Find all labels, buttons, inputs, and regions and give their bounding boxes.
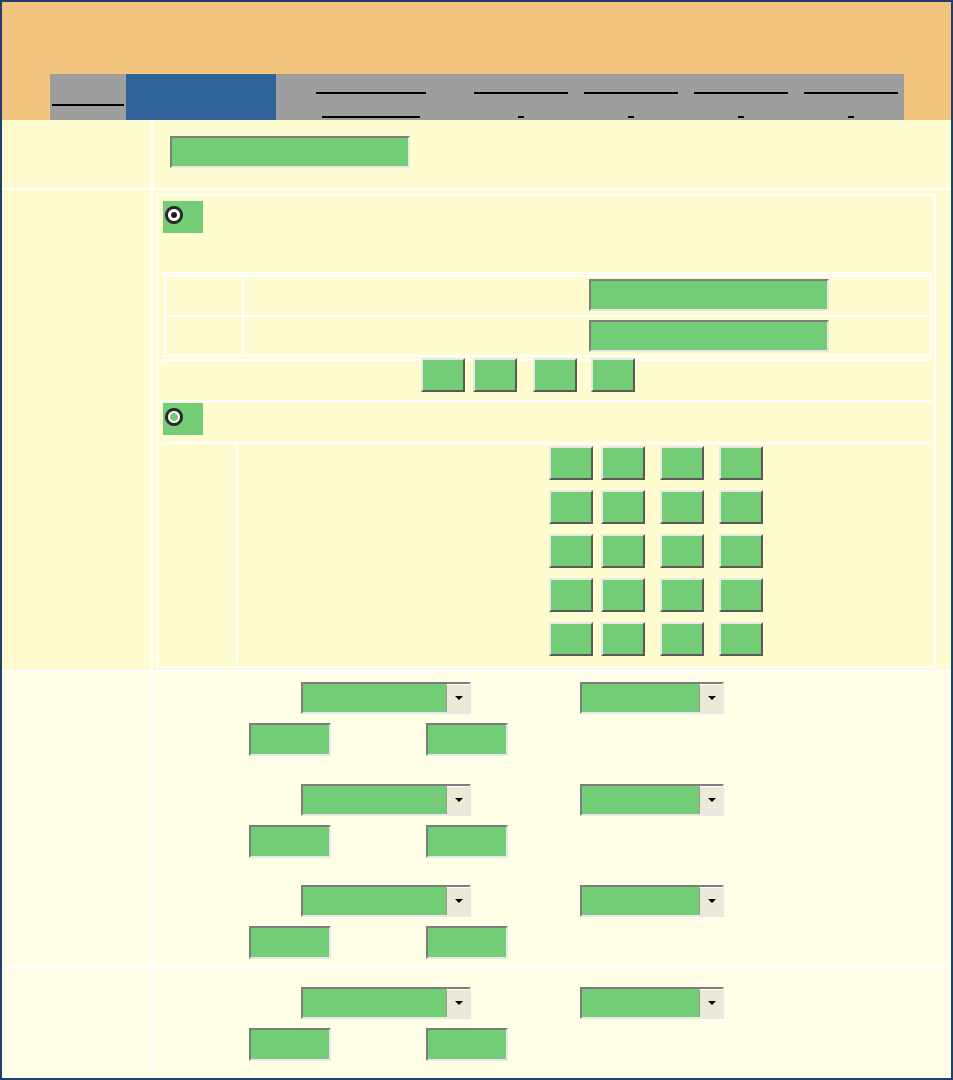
option-b-row-2-button-2[interactable] — [601, 490, 645, 524]
option-b-row-3-button-1[interactable] — [549, 534, 593, 568]
section-divider-1 — [2, 188, 951, 190]
option-b-row-4-button-3[interactable] — [660, 578, 704, 612]
tab-7-underline — [804, 92, 898, 94]
option-a-row-2 — [164, 315, 932, 357]
tab-6-mark — [738, 116, 744, 118]
tab-4[interactable] — [474, 74, 568, 120]
group-3-select-a[interactable] — [301, 885, 471, 917]
name-section-divider — [151, 120, 153, 188]
chevron-down-icon[interactable] — [699, 684, 722, 712]
tab-4-underline — [474, 92, 568, 94]
option-b-row-1-button-1[interactable] — [549, 446, 593, 480]
option-b-rows-col-divider — [236, 444, 238, 662]
option-b-row-2-button-1[interactable] — [549, 490, 593, 524]
option-b-row-3-button-4[interactable] — [719, 534, 763, 568]
option-a-row-2-input[interactable] — [589, 320, 829, 352]
option-a-row-1-input[interactable] — [589, 279, 829, 311]
group-1-select-b[interactable] — [580, 682, 724, 714]
option-b-row-4-button-1[interactable] — [549, 578, 593, 612]
option-b-row-5-button-3[interactable] — [660, 622, 704, 656]
tab-7-mark — [848, 116, 854, 118]
tab-7[interactable] — [804, 74, 898, 120]
name-input[interactable] — [170, 136, 410, 168]
option-b-rows-divider — [162, 442, 932, 444]
option-b-row-3-button-2[interactable] — [601, 534, 645, 568]
option-a-radio-wrap[interactable] — [163, 201, 203, 233]
option-b-radio-wrap[interactable] — [163, 403, 203, 435]
option-b-row-1-button-2[interactable] — [601, 446, 645, 480]
mode-options-box — [156, 194, 936, 668]
option-b-row-5-button-2[interactable] — [601, 622, 645, 656]
group-3-select-b[interactable] — [580, 885, 724, 917]
option-b-row-4-button-4[interactable] — [719, 578, 763, 612]
tab-1[interactable] — [50, 74, 126, 120]
option-b-row-3-button-3[interactable] — [660, 534, 704, 568]
group-4-select-a[interactable] — [301, 987, 471, 1019]
tab-bar — [2, 74, 951, 120]
group-2-select-b[interactable] — [580, 784, 724, 816]
group-1-field-b[interactable] — [426, 723, 508, 756]
option-b-row-5-button-4[interactable] — [719, 622, 763, 656]
tab-6-underline — [694, 92, 788, 94]
tab-3-underline-bottom — [322, 116, 420, 118]
option-a-button-3[interactable] — [533, 358, 577, 392]
group-4-select-b[interactable] — [580, 987, 724, 1019]
mode-section — [2, 190, 951, 670]
section-divider-2 — [2, 670, 951, 672]
section-divider-3 — [2, 966, 951, 968]
chevron-down-icon[interactable] — [699, 786, 722, 814]
tab-strip-rest — [276, 74, 904, 120]
group-1-select-a[interactable] — [301, 682, 471, 714]
page-header — [2, 2, 951, 74]
tab-3-underline-top — [316, 92, 426, 94]
chevron-down-icon[interactable] — [446, 684, 469, 712]
option-b-row-1-button-4[interactable] — [719, 446, 763, 480]
chevron-down-icon[interactable] — [446, 989, 469, 1017]
option-b-row-1-button-3[interactable] — [660, 446, 704, 480]
option-b-divider — [162, 400, 932, 402]
group-3-field-a[interactable] — [249, 926, 331, 959]
tab-5-underline — [584, 92, 678, 94]
group-4-field-a[interactable] — [249, 1028, 331, 1061]
option-b-row-5-button-1[interactable] — [549, 622, 593, 656]
group-2-select-a[interactable] — [301, 784, 471, 816]
option-b-radio[interactable] — [165, 408, 183, 426]
group-3-field-b[interactable] — [426, 926, 508, 959]
group-2-field-a[interactable] — [249, 825, 331, 858]
tab-1-underline — [52, 104, 124, 106]
option-a-button-4[interactable] — [591, 358, 635, 392]
tab-2[interactable] — [126, 74, 276, 120]
option-a-button-1[interactable] — [421, 358, 465, 392]
chevron-down-icon[interactable] — [446, 887, 469, 915]
option-a-divider — [162, 272, 932, 274]
mode-section-divider — [151, 190, 153, 670]
option-b-row-2-button-3[interactable] — [660, 490, 704, 524]
chevron-down-icon[interactable] — [446, 786, 469, 814]
chevron-down-icon[interactable] — [699, 887, 722, 915]
tab-4-mark — [518, 116, 524, 118]
name-section — [2, 120, 951, 188]
tab-5[interactable] — [584, 74, 678, 120]
option-b-row-4-button-2[interactable] — [601, 578, 645, 612]
tab-3[interactable] — [316, 74, 426, 120]
option-a-radio[interactable] — [165, 206, 183, 224]
tab-5-mark — [628, 116, 634, 118]
group-2-field-b[interactable] — [426, 825, 508, 858]
select-section-divider — [151, 672, 153, 1078]
chevron-down-icon[interactable] — [699, 989, 722, 1017]
option-b-row-2-button-4[interactable] — [719, 490, 763, 524]
tab-6[interactable] — [694, 74, 788, 120]
option-a-button-2[interactable] — [473, 358, 517, 392]
group-4-field-b[interactable] — [426, 1028, 508, 1061]
group-1-field-a[interactable] — [249, 723, 331, 756]
